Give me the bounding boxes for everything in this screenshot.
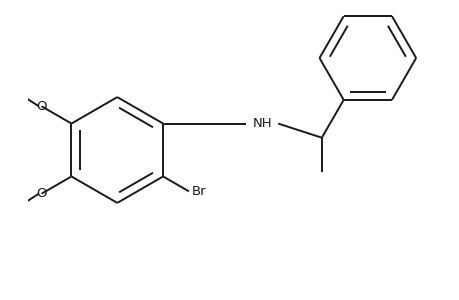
Text: Br: Br (191, 185, 206, 198)
Text: O: O (36, 100, 47, 113)
Text: NH: NH (252, 117, 272, 130)
Text: O: O (36, 187, 47, 200)
